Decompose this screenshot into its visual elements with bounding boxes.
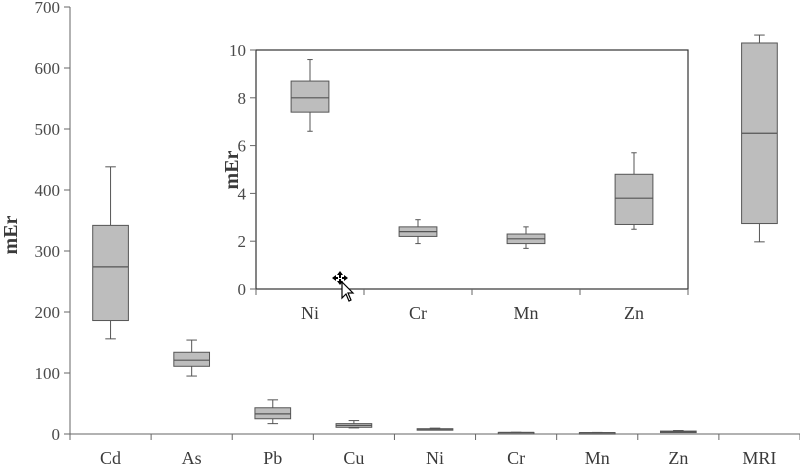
inset-plot: 0 2 4 6 8 10 Ni Cr Mn Zn mEr bbox=[221, 41, 689, 323]
main-x-tick-label: Pb bbox=[263, 448, 282, 466]
inset-y-tick-label: 10 bbox=[229, 41, 246, 60]
main-x-tick-label: Zn bbox=[668, 448, 688, 466]
move-cursor-icon bbox=[332, 271, 355, 302]
iqr-box bbox=[173, 351, 211, 367]
inset-box-mn bbox=[506, 226, 546, 249]
inset-y-axis-label: mEr bbox=[221, 150, 243, 189]
inset-x-tick-label: Cr bbox=[409, 303, 427, 323]
main-y-tick-label: 0 bbox=[52, 425, 61, 444]
iqr-box bbox=[614, 173, 654, 225]
iqr-box bbox=[290, 80, 330, 113]
iqr-box bbox=[92, 224, 129, 322]
main-x-tick-label: Mn bbox=[585, 448, 610, 466]
main-x-tick-label: Cu bbox=[343, 448, 364, 466]
main-box-ni bbox=[416, 427, 454, 431]
main-y-tick-label: 500 bbox=[35, 120, 61, 139]
inset-y-tick-label: 2 bbox=[238, 232, 247, 251]
main-box-zn bbox=[659, 430, 697, 434]
main-box-cr bbox=[497, 431, 535, 435]
main-box-pb bbox=[254, 399, 292, 425]
main-x-tick-label: Cd bbox=[100, 448, 121, 466]
inset-y-tick-label: 8 bbox=[238, 89, 247, 108]
main-box-mn bbox=[578, 431, 616, 435]
inset-box-cr bbox=[398, 219, 438, 245]
inset-x-tick-label: Zn bbox=[624, 303, 644, 323]
main-y-tick-label: 700 bbox=[35, 0, 61, 17]
main-y-tick-label: 600 bbox=[35, 59, 61, 78]
main-box-mri bbox=[741, 34, 778, 243]
main-y-tick-label: 300 bbox=[35, 242, 61, 261]
main-x-tick-label: Cr bbox=[507, 448, 525, 466]
main-y-tick-label: 200 bbox=[35, 303, 61, 322]
main-x-tick-label: As bbox=[182, 448, 202, 466]
main-y-tick-label: 400 bbox=[35, 181, 61, 200]
iqr-box bbox=[254, 407, 292, 420]
inset-y-tick-label: 6 bbox=[238, 137, 247, 156]
main-y-axis-label: mEr bbox=[0, 215, 22, 254]
main-box-cu bbox=[335, 420, 373, 429]
inset-x-tick-label: Mn bbox=[513, 303, 538, 323]
inset-box-zn bbox=[614, 152, 654, 230]
main-x-tick-label: MRI bbox=[742, 448, 776, 466]
main-box-as bbox=[173, 339, 211, 377]
main-x-tick-label: Ni bbox=[426, 448, 444, 466]
main-y-tick-label: 100 bbox=[35, 364, 61, 383]
main-box-cd bbox=[92, 166, 129, 340]
inset-y-tick-label: 4 bbox=[238, 184, 247, 203]
inset-x-tick-label: Ni bbox=[301, 303, 319, 323]
inset-box-ni bbox=[290, 59, 330, 132]
inset-y-tick-label: 0 bbox=[238, 280, 247, 299]
